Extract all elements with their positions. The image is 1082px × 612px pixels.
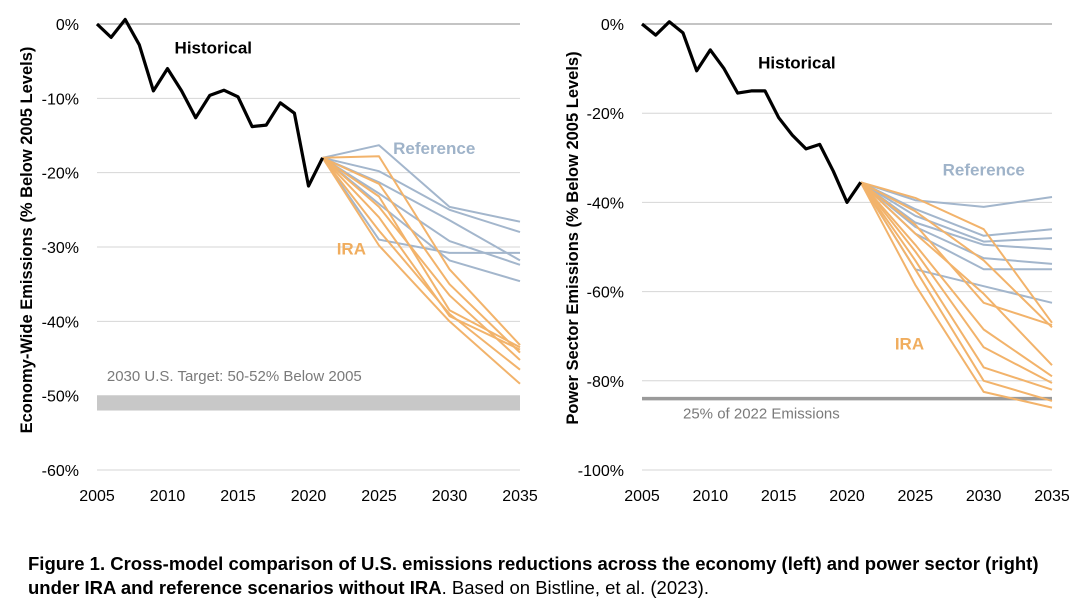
- reference-label: Reference: [393, 139, 475, 158]
- ira-label: IRA: [895, 335, 924, 354]
- y-tick-label: -80%: [587, 374, 624, 391]
- ira-series-line: [859, 181, 1053, 409]
- y-tick-label: -50%: [42, 389, 79, 406]
- ira-series-line: [859, 181, 1053, 378]
- y-tick-label: -40%: [42, 314, 79, 331]
- x-tick-label: 2030: [966, 488, 1002, 505]
- reference-label: Reference: [943, 161, 1025, 180]
- x-tick-label: 2020: [291, 488, 327, 505]
- target-label: 25% of 2022 Emissions: [683, 406, 840, 423]
- x-tick-label: 2035: [1034, 488, 1070, 505]
- x-tick-label: 2010: [150, 488, 186, 505]
- x-tick-label: 2025: [898, 488, 934, 505]
- x-tick-label: 2005: [624, 488, 660, 505]
- target-band: [97, 395, 520, 411]
- y-tick-label: 0%: [56, 17, 79, 34]
- historical-series-line: [95, 17, 325, 188]
- historical-label: Historical: [175, 39, 252, 58]
- historical-label: Historical: [758, 54, 835, 73]
- x-tick-label: 2015: [220, 488, 256, 505]
- caption-source: . Based on Bistline, et al. (2023).: [441, 577, 709, 598]
- ira-series-line: [859, 181, 1053, 384]
- ira-series-line: [321, 157, 521, 351]
- x-tick-label: 2015: [761, 488, 797, 505]
- reference-series-line: [322, 156, 521, 234]
- y-tick-label: -20%: [587, 106, 624, 123]
- x-tick-label: 2030: [432, 488, 468, 505]
- target-label: 2030 U.S. Target: 50-52% Below 2005: [107, 368, 362, 385]
- ira-series-line: [859, 181, 1053, 402]
- chart-power-sector: 0% -20% -40% -60% -80% -100%2005 2010 2015 2020 2…: [564, 17, 1070, 505]
- reference-series-line: [860, 181, 1053, 243]
- reference-series-line: [322, 144, 521, 223]
- y-tick-label: 0%: [601, 17, 624, 34]
- y-tick-label: -60%: [587, 285, 624, 302]
- ira-series-line: [860, 181, 1053, 329]
- y-tick-label: -100%: [578, 463, 624, 480]
- y-tick-label: -20%: [42, 166, 79, 183]
- ira-series-line: [860, 181, 1053, 366]
- x-tick-label: 2025: [361, 488, 397, 505]
- reference-series-line: [321, 157, 520, 254]
- ira-series-line: [321, 157, 521, 385]
- ira-series-line: [321, 157, 521, 361]
- figure-caption: Figure 1. Cross-model comparison of U.S.…: [28, 552, 1068, 600]
- ira-series-line: [322, 155, 521, 346]
- ira-series-line: [860, 181, 1053, 324]
- ira-label: IRA: [337, 239, 366, 258]
- historical-series-line: [640, 20, 863, 204]
- ira-series-line: [321, 157, 521, 371]
- x-tick-label: 2035: [502, 488, 538, 505]
- figure: 0%-10%-20%-30%-40%-50%-60%2005 2010 2015 20…: [18, 17, 1070, 505]
- x-tick-label: 2010: [693, 488, 729, 505]
- x-tick-label: 2020: [829, 488, 865, 505]
- x-tick-label: 2005: [79, 488, 115, 505]
- ira-series-line: [322, 156, 521, 354]
- reference-series-line: [321, 157, 521, 283]
- caption-title: Figure 1. Cross-model comparison of U.S.…: [28, 553, 1039, 598]
- ira-series-line: [859, 181, 1053, 391]
- reference-series-line: [860, 181, 1053, 208]
- y-tick-label: -30%: [42, 240, 79, 257]
- y-tick-label: -60%: [42, 463, 79, 480]
- y-tick-label: -40%: [587, 195, 624, 212]
- y-tick-label: -10%: [42, 91, 79, 108]
- chart-economy-wide: 0% -10% -20% -30% -40% -50% -60%2005 2010 2015 20…: [18, 17, 538, 505]
- y-axis-label: Economy-Wide Emissions (% Below 2005 Lev…: [18, 47, 36, 434]
- y-axis-label: Power Sector Emissions (% Below 2005 Lev…: [564, 51, 582, 424]
